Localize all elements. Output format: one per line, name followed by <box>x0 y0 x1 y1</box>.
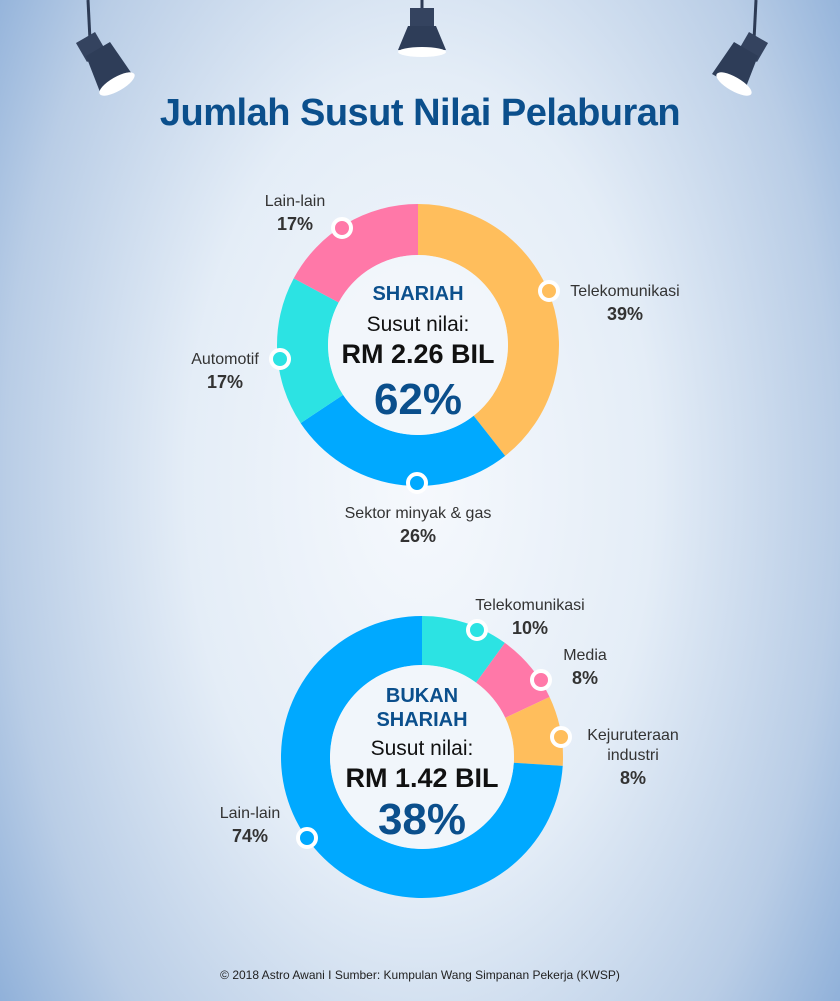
center-subtitle: Susut nilai: <box>366 313 470 336</box>
slice-marker-dot <box>331 217 353 239</box>
center-percent: 38% <box>377 795 467 844</box>
donut-hole <box>330 665 514 849</box>
center-subtitle: Susut nilai: <box>370 737 474 760</box>
percent-label: 8% <box>571 668 598 688</box>
slice-marker-dot <box>550 726 572 748</box>
percent-label: 17% <box>276 214 314 234</box>
donut-slice <box>505 696 563 766</box>
slice-label: Lain-lain 74% <box>195 804 305 848</box>
center-amount: RM 2.26 BIL <box>341 339 495 369</box>
chart-title-line: SHARIAH <box>376 709 468 731</box>
donut-slice <box>476 642 550 718</box>
slice-marker-dot <box>466 619 488 641</box>
percent-label: 74% <box>231 826 269 846</box>
category-label: Lain-lain <box>219 805 281 822</box>
percent-label: 17% <box>206 372 244 392</box>
slice-label: Telekomunikasi 10% <box>455 596 605 640</box>
footer-credit: © 2018 Astro Awani I Sumber: Kumpulan Wa… <box>220 968 620 982</box>
category-label: Kejuruteraan <box>587 727 679 744</box>
percent-label: 39% <box>606 304 644 324</box>
center-percent: 62% <box>373 375 463 424</box>
chart-title: SHARIAH <box>372 283 464 305</box>
slice-label: Lain-lain 17% <box>245 192 345 236</box>
slice-label: Sektor minyak & gas 26% <box>318 504 518 548</box>
category-label: Automotif <box>191 351 259 368</box>
category-label: Sektor minyak & gas <box>344 505 492 522</box>
donut-hole <box>328 255 508 435</box>
slice-label: Automotif 17% <box>170 350 280 394</box>
bukan-shariah-center: BUKAN SHARIAH Susut nilai: RM 1.42 BIL 3… <box>322 684 522 846</box>
percent-label: 10% <box>511 618 549 638</box>
category-label: Media <box>563 647 607 664</box>
category-label: Telekomunikasi <box>570 283 680 300</box>
slice-marker-dot <box>296 827 318 849</box>
slice-marker-dot <box>406 472 428 494</box>
donut-slice <box>300 394 506 486</box>
category-label: industri <box>607 747 659 764</box>
category-label: Lain-lain <box>264 193 326 210</box>
chart-title-line: BUKAN <box>385 685 459 707</box>
slice-label: Telekomunikasi 39% <box>540 282 710 326</box>
category-label: Telekomunikasi <box>475 597 585 614</box>
slice-label: Kejuruteraan industri 8% <box>578 726 688 790</box>
donut-slice <box>418 204 559 456</box>
shariah-center: SHARIAH Susut nilai: RM 2.26 BIL 62% <box>318 282 518 426</box>
donut-slice <box>280 616 563 898</box>
slice-label: Media 8% <box>545 646 625 690</box>
percent-label: 8% <box>619 768 646 788</box>
slice-marker-dot <box>269 348 291 370</box>
center-amount: RM 1.42 BIL <box>345 763 499 793</box>
slice-marker-dot <box>530 669 552 691</box>
slice-marker-dot <box>538 280 560 302</box>
percent-label: 26% <box>399 526 437 546</box>
donut-slice <box>277 278 344 424</box>
page-title: Jumlah Susut Nilai Pelaburan <box>159 92 681 134</box>
donut-slice <box>293 203 418 303</box>
